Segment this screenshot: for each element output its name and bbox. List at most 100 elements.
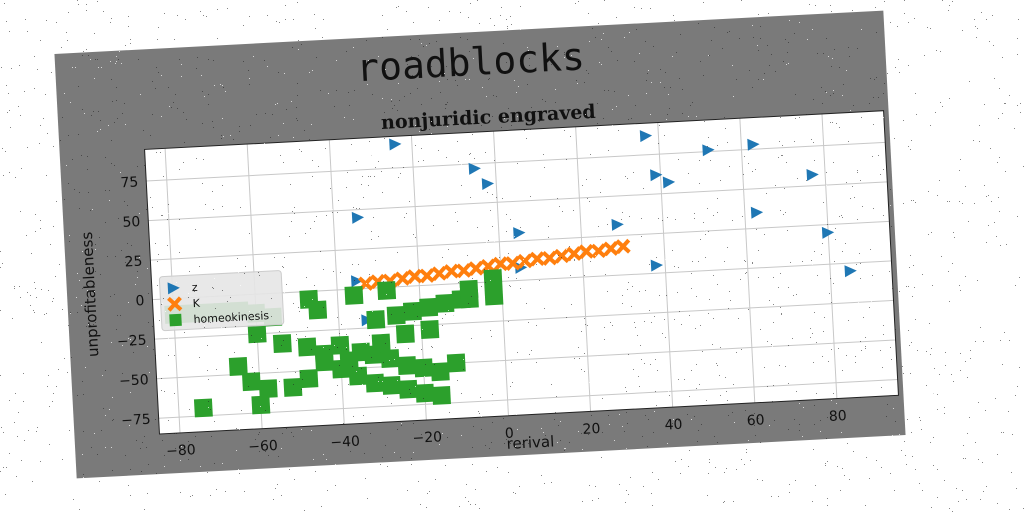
homeokinesis-point bbox=[414, 358, 434, 378]
legend-marker bbox=[169, 313, 182, 327]
z-point bbox=[821, 226, 835, 239]
homeokinesis-point bbox=[258, 379, 278, 399]
x-tick-label: 80 bbox=[829, 408, 848, 425]
homeokinesis-point bbox=[365, 373, 385, 393]
y-gridline bbox=[154, 299, 894, 340]
homeokinesis-point bbox=[299, 369, 319, 389]
homeokinesis-point bbox=[484, 286, 504, 306]
z-point bbox=[844, 265, 857, 278]
z-point bbox=[806, 168, 819, 181]
z-point bbox=[481, 178, 495, 191]
legend-label: z bbox=[192, 281, 199, 294]
y-tick-label: 0 bbox=[135, 293, 145, 309]
legend-marker bbox=[167, 296, 183, 312]
y-tick-label: −50 bbox=[119, 372, 149, 390]
homeokinesis-point bbox=[371, 333, 391, 353]
homeokinesis-point bbox=[366, 310, 386, 330]
homeokinesis-point bbox=[386, 305, 406, 325]
y-tick-label: 75 bbox=[120, 174, 139, 191]
y-tick-label: −25 bbox=[117, 333, 147, 351]
z-point bbox=[702, 144, 715, 157]
legend-label: K bbox=[192, 297, 201, 310]
x-tick-label: −80 bbox=[166, 442, 196, 460]
z-point bbox=[750, 206, 764, 219]
k-point bbox=[590, 243, 607, 259]
homeokinesis-point bbox=[432, 386, 451, 405]
k-point bbox=[615, 238, 631, 255]
homeokinesis-point bbox=[420, 320, 440, 339]
homeokinesis-point bbox=[283, 377, 303, 397]
y-tick-label: 25 bbox=[124, 254, 143, 271]
plot-frame bbox=[144, 110, 899, 435]
legend-box bbox=[158, 270, 285, 332]
z-point bbox=[611, 218, 624, 231]
legend-marker bbox=[167, 282, 180, 295]
homeokinesis-point bbox=[398, 379, 418, 399]
z-point bbox=[747, 138, 760, 151]
k-point bbox=[603, 241, 619, 257]
k-point bbox=[456, 262, 472, 279]
k-point bbox=[431, 265, 447, 282]
homeokinesis-point bbox=[459, 289, 479, 309]
homeokinesis-point bbox=[228, 357, 248, 376]
homeokinesis-point bbox=[435, 293, 455, 313]
y-tick-label: 50 bbox=[122, 214, 141, 231]
z-point bbox=[468, 162, 481, 175]
homeokinesis-point bbox=[297, 337, 317, 357]
legend-label: homeokinesis bbox=[193, 309, 269, 326]
k-point bbox=[492, 256, 509, 272]
homeokinesis-point bbox=[483, 269, 503, 289]
scatter-chart: nonjuridic engraved −80 −60 −40 −20 0 20 40 60 8… bbox=[78, 101, 899, 460]
k-point bbox=[517, 253, 533, 269]
y-tick-label: −75 bbox=[121, 412, 151, 430]
homeokinesis-point bbox=[397, 356, 417, 376]
k-point bbox=[394, 270, 411, 287]
homeokinesis-point bbox=[380, 349, 400, 368]
z-point bbox=[389, 138, 402, 151]
k-point bbox=[554, 248, 570, 264]
x-tick-label: −40 bbox=[330, 434, 360, 452]
x-tick-label: −60 bbox=[248, 438, 278, 456]
homeokinesis-point bbox=[308, 300, 328, 320]
z-point bbox=[650, 169, 663, 182]
x-gridline bbox=[739, 118, 756, 403]
homeokinesis-point bbox=[446, 353, 466, 373]
x-tick-label: 60 bbox=[746, 412, 765, 429]
homeokinesis-point bbox=[382, 375, 402, 395]
x-tick-label: 0 bbox=[505, 425, 515, 441]
k-point bbox=[468, 260, 484, 277]
homeokinesis-point bbox=[315, 352, 334, 372]
homeokinesis-point bbox=[395, 324, 415, 344]
homeokinesis-point bbox=[272, 334, 292, 354]
homeokinesis-point bbox=[331, 359, 351, 379]
homeokinesis-point bbox=[348, 366, 368, 386]
k-point bbox=[529, 251, 545, 267]
x-gridline bbox=[657, 122, 674, 408]
y-gridline bbox=[158, 378, 898, 419]
k-point bbox=[566, 246, 582, 262]
k-point bbox=[505, 255, 521, 271]
homeokinesis-point bbox=[377, 281, 397, 300]
k-point bbox=[578, 243, 594, 260]
x-gridline bbox=[821, 113, 838, 399]
x-tick-label: 20 bbox=[582, 421, 601, 438]
x-tick-label: −20 bbox=[412, 429, 442, 447]
homeokinesis-point bbox=[419, 297, 439, 317]
x-gridline bbox=[575, 126, 592, 412]
homeokinesis-point bbox=[251, 395, 271, 415]
homeokinesis-point bbox=[430, 362, 450, 382]
y-gridline bbox=[150, 220, 890, 261]
z-point bbox=[350, 275, 364, 288]
homeokinesis-point bbox=[193, 398, 213, 418]
z-point bbox=[513, 227, 526, 240]
x-axis-label: rerival bbox=[506, 432, 555, 452]
homeokinesis-point bbox=[330, 335, 350, 355]
homeokinesis-point bbox=[415, 383, 435, 403]
homeokinesis-point bbox=[344, 285, 364, 305]
z-point bbox=[662, 176, 676, 189]
z-point bbox=[639, 130, 653, 143]
k-point bbox=[419, 268, 435, 284]
z-point bbox=[650, 259, 663, 272]
k-point bbox=[407, 268, 423, 285]
